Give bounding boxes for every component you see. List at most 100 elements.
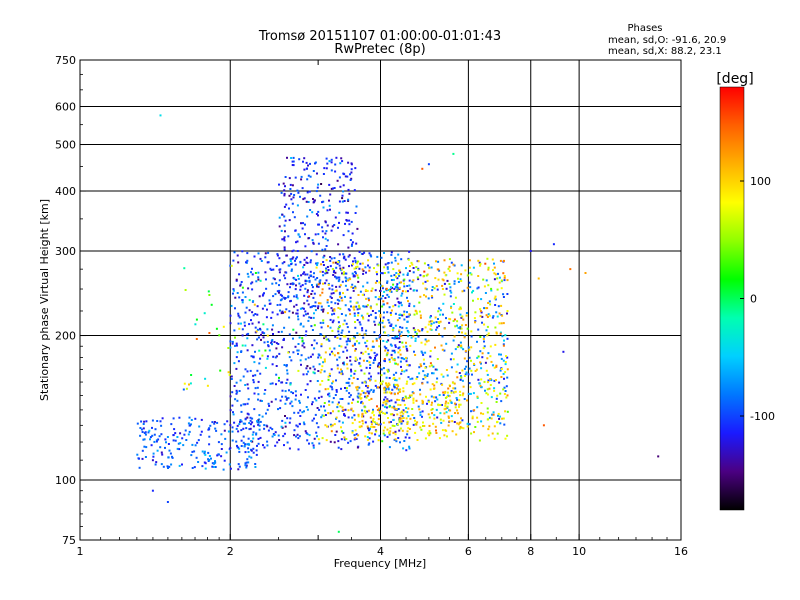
echo-point [468, 259, 471, 262]
echo-point [338, 293, 341, 296]
echo-point [379, 289, 382, 292]
echo-point [317, 285, 320, 288]
echo-point [306, 299, 309, 302]
echo-point [274, 356, 277, 359]
echo-point [367, 264, 369, 267]
echo-point [188, 383, 190, 386]
echo-point [256, 328, 259, 331]
echo-point [383, 359, 386, 362]
echo-point [405, 347, 408, 350]
echo-point [317, 302, 320, 305]
echo-point [187, 422, 190, 425]
echo-point [349, 313, 352, 316]
echo-point [352, 410, 355, 413]
echo-point [503, 339, 505, 342]
echo-point [379, 423, 382, 426]
echo-point [428, 400, 430, 403]
echo-point [296, 189, 299, 192]
x-tick-label: 16 [674, 545, 688, 558]
echo-point [417, 267, 420, 270]
echo-point [365, 305, 368, 308]
echo-point [143, 438, 146, 441]
y-tick-label: 600 [55, 101, 76, 114]
echo-point [249, 419, 252, 422]
echo-point [410, 336, 413, 339]
echo-point [335, 277, 338, 280]
echo-point [305, 261, 308, 264]
echo-point [253, 408, 256, 411]
echo-point [466, 422, 469, 425]
echo-point [369, 379, 371, 382]
echo-point [376, 405, 378, 408]
echo-point [286, 417, 289, 420]
echo-point [302, 342, 305, 345]
echo-point [418, 366, 421, 369]
echo-point [426, 279, 429, 282]
echo-point [373, 267, 375, 270]
echo-point [308, 295, 311, 298]
echo-point [506, 293, 509, 295]
echo-point [493, 272, 496, 275]
echo-point [319, 270, 322, 273]
echo-point [312, 446, 315, 449]
echo-point [336, 406, 339, 409]
echo-point [344, 222, 346, 225]
echo-point [307, 319, 310, 322]
echo-point [453, 391, 456, 394]
echo-point [424, 338, 427, 341]
echo-point [376, 353, 379, 356]
echo-point [429, 328, 432, 331]
echo-point [255, 449, 258, 452]
echo-point [493, 379, 496, 382]
echo-point [479, 361, 482, 364]
echo-point [247, 275, 250, 278]
echo-point [428, 267, 431, 270]
echo-point [320, 356, 322, 359]
echo-point [238, 273, 241, 276]
echo-point [247, 437, 250, 440]
echo-point [316, 285, 318, 288]
echo-point [251, 311, 254, 314]
echo-point [407, 315, 410, 318]
echo-point [326, 224, 329, 227]
echo-point [393, 407, 396, 410]
echo-point [495, 397, 498, 400]
echo-point [487, 428, 490, 431]
echo-point [356, 378, 359, 380]
echo-point [256, 421, 259, 424]
echo-point [284, 402, 287, 405]
echo-point [432, 372, 435, 375]
echo-point [408, 394, 411, 397]
echo-point [306, 273, 309, 276]
echo-point [427, 413, 430, 416]
echo-point [442, 394, 445, 396]
echo-point [266, 340, 269, 343]
echo-point [353, 418, 356, 421]
echo-point [445, 317, 447, 320]
echo-point [343, 200, 346, 202]
echo-point [280, 312, 283, 315]
echo-point [401, 410, 404, 413]
echo-point [155, 439, 158, 442]
echo-point [185, 387, 188, 390]
echo-point [271, 363, 274, 366]
echo-point [295, 424, 298, 427]
echo-point [311, 239, 314, 242]
echo-point [369, 306, 372, 309]
echo-point [158, 435, 161, 438]
echo-point [155, 461, 158, 464]
echo-point [191, 450, 194, 453]
echo-point [400, 417, 403, 420]
echo-point [361, 327, 364, 330]
echo-point [501, 335, 504, 338]
echo-point [445, 342, 448, 345]
echo-point [408, 279, 411, 282]
echo-point [362, 336, 365, 339]
echo-point [254, 374, 257, 377]
echo-point [190, 419, 193, 421]
echo-point [208, 427, 211, 430]
echo-point [199, 433, 202, 436]
echo-point [296, 204, 299, 207]
echo-point [265, 316, 268, 319]
echo-point [337, 302, 340, 305]
